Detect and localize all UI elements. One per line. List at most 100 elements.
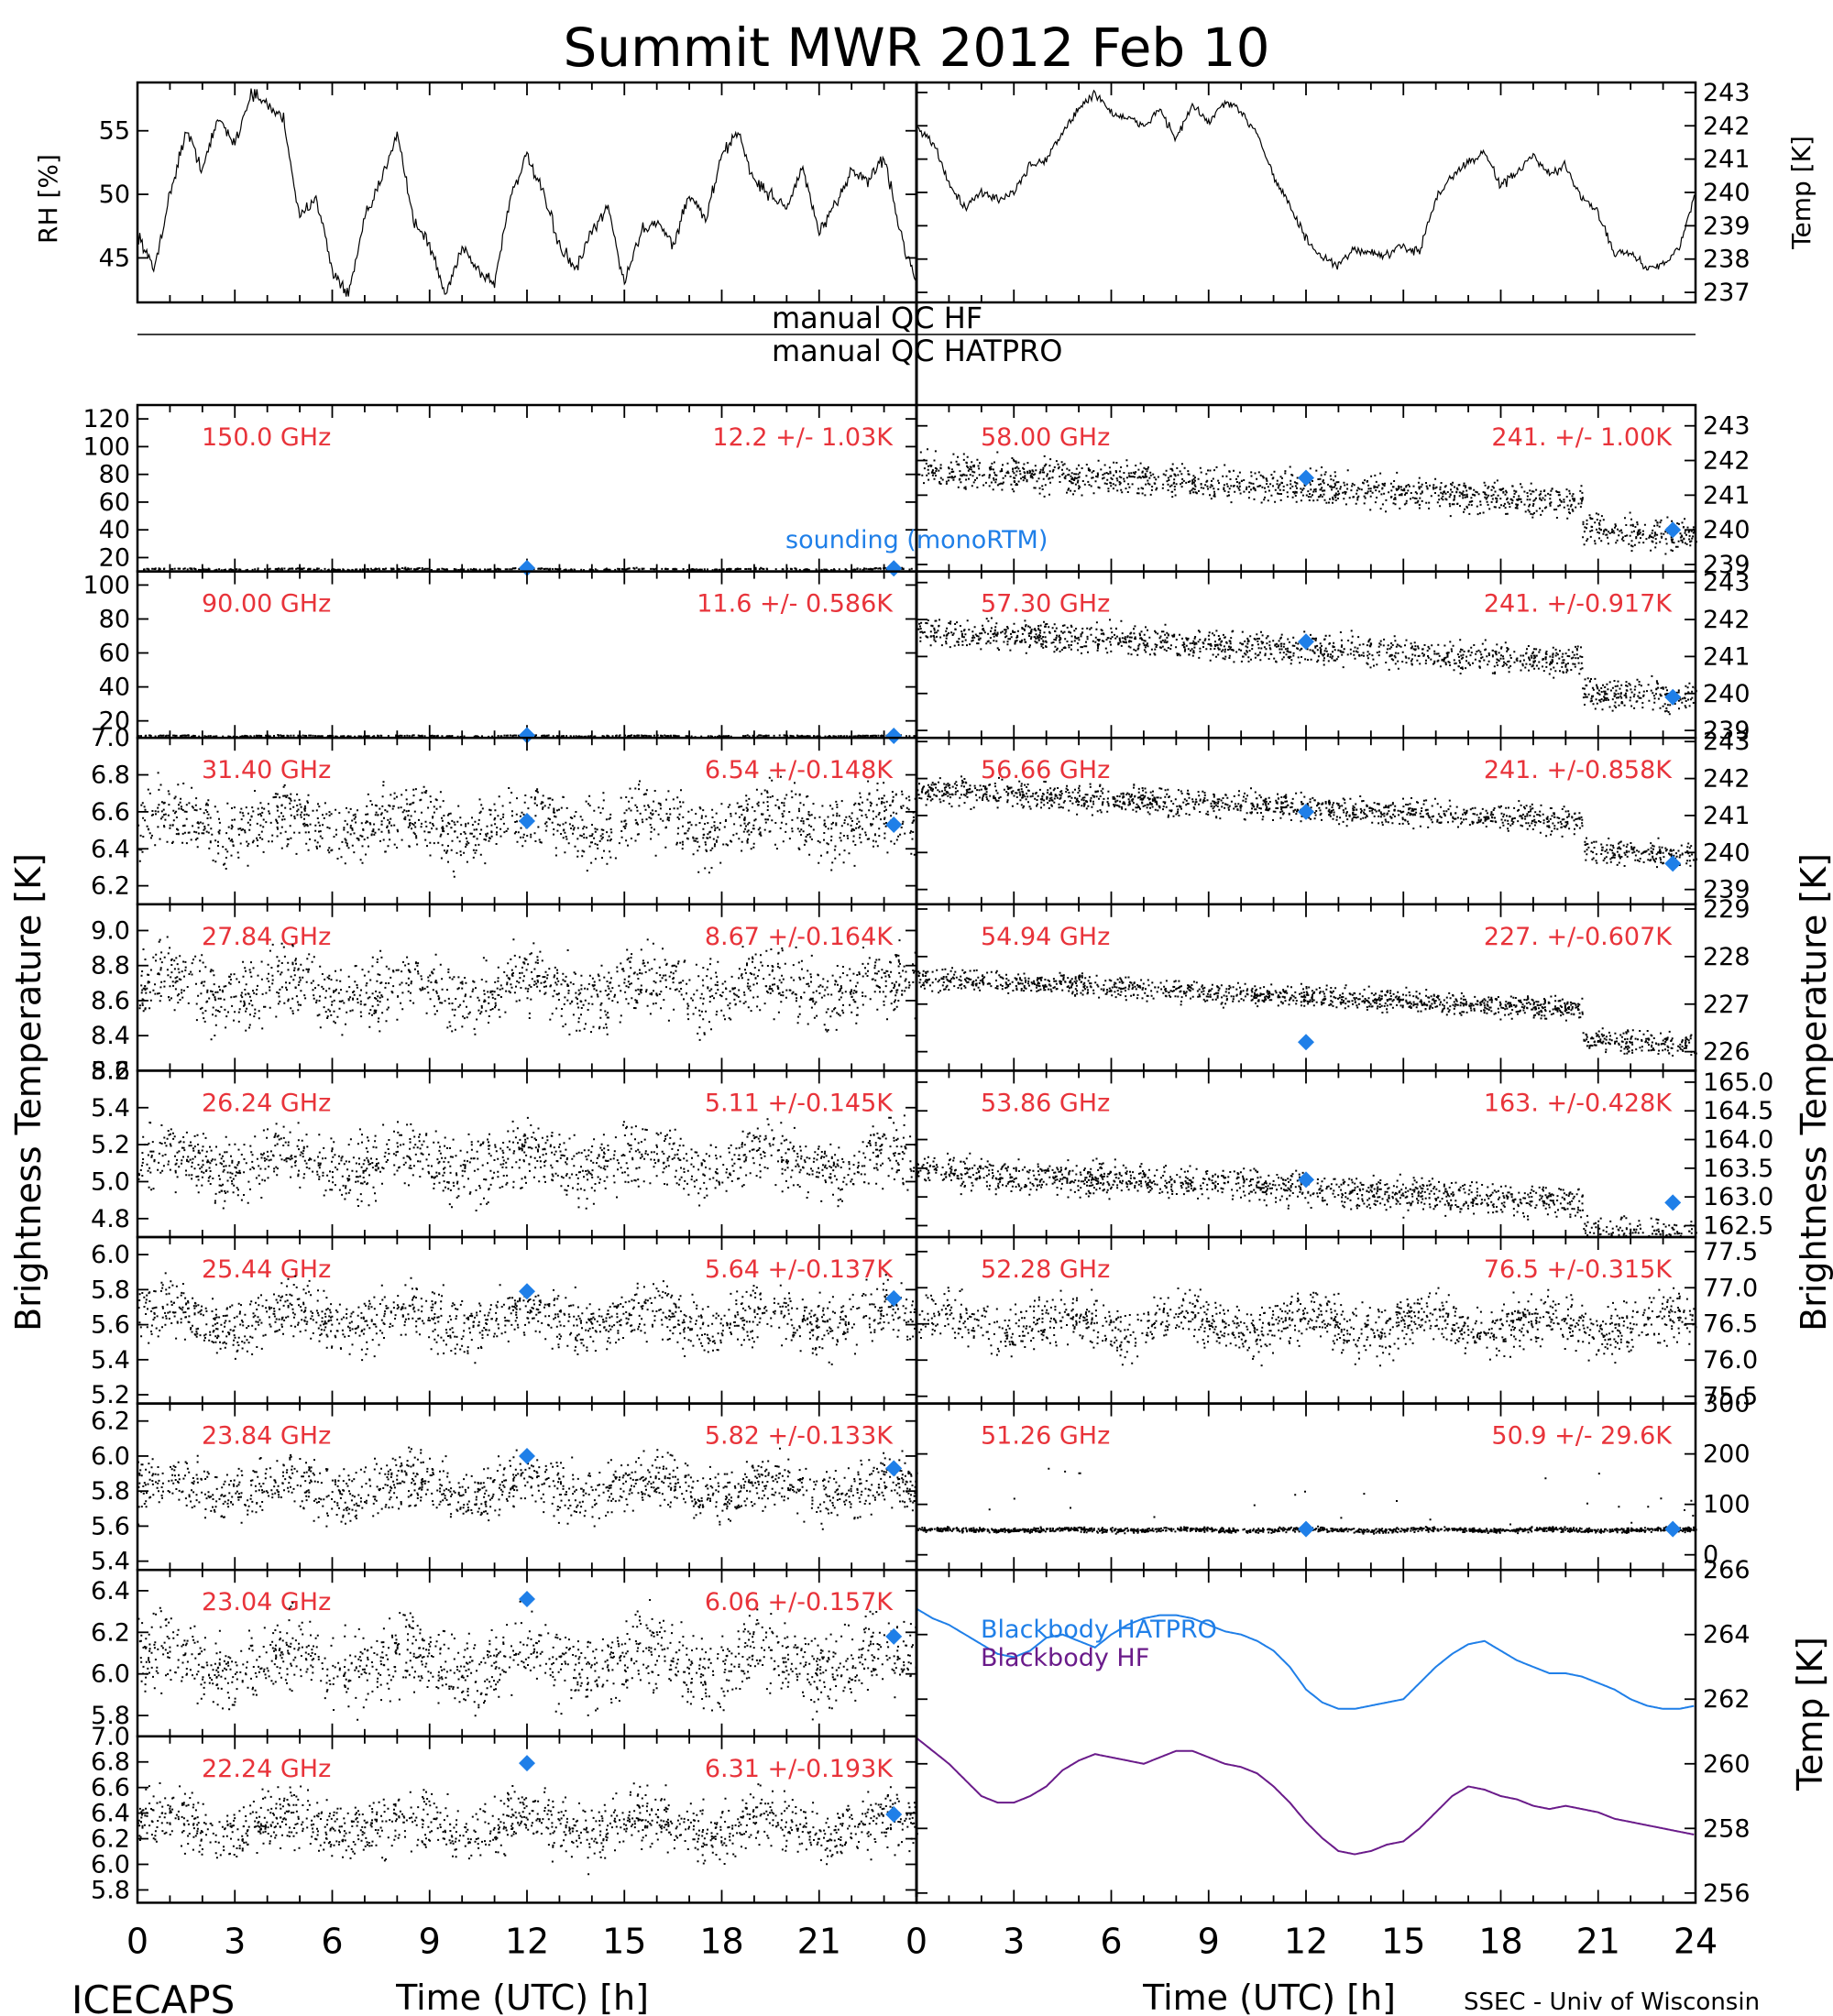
panel-c5800-label: 58.00 GHz [981,423,1110,452]
y-axis-label-left: Brightness Temperature [K] [8,853,49,1331]
panel-c5666-ytick-4: 243 [1703,728,1751,756]
footer-right: SSEC - Univ of Wisconsin [1464,1989,1760,2016]
panel-c2224: 5.86.06.26.46.66.87.0 22.24 GHz 6.31 +/-0.… [91,1723,918,1904]
bb-axis-label: Temp [K] [1790,1637,1830,1791]
panel-c2384-ytick-2: 5.8 [91,1477,130,1506]
panel-c5730-sounding-0 [1298,633,1314,651]
panel-c5126-ytick-1: 100 [1703,1491,1751,1519]
panel-c90-stat: 11.6 +/- 0.586K [697,590,894,619]
series-c5666-points [916,775,1697,869]
panel-c150-ytick-2: 60 [99,488,130,517]
panel-c2224-ytick-0: 5.8 [91,1876,130,1904]
series-bb-0 [916,1607,1695,1710]
panel-c2384-label: 23.84 GHz [202,1422,331,1451]
panel-c5228-ytick-1: 76.0 [1703,1346,1758,1375]
panel-c3140-label: 31.40 GHz [202,756,331,784]
panel-c5386-label: 53.86 GHz [981,1089,1110,1117]
panel-c2224-stat: 6.31 +/-0.193K [705,1755,894,1783]
panel-c5126-sounding-1 [1664,1520,1682,1538]
panel-c5730-ytick-2: 241 [1703,642,1751,671]
panel-c150-stat: 12.2 +/- 1.03K [712,423,894,452]
panel-c5800-sounding-0 [1298,469,1314,487]
panel-c2304: 5.8 6.0 6.2 6.4 23.04 GHz 6.06 +/-0.157K [91,1568,918,1738]
panel-c5386-ytick-5: 165.0 [1703,1068,1773,1097]
panel-c2384: 5.4 5.6 5.8 6.0 6.2 23.84 GHz 5.82 +/-0.133K [91,1402,918,1576]
panel-c2304-sounding-0 [519,1590,535,1607]
panel-c2384-stat: 5.82 +/-0.133K [705,1422,894,1451]
figure-title: Summit MWR 2012 Feb 10 [564,16,1270,79]
panel-bb-ytick-5: 266 [1703,1556,1751,1584]
panel-bb-ytick-4: 264 [1703,1621,1751,1649]
xtick-right-4: 12 [1284,1921,1328,1961]
panel-c5800-ytick-0: 239 [1703,551,1751,579]
panel-bb-ytick-3: 262 [1703,1685,1751,1714]
series-c2304-points [137,1599,918,1721]
panel-c2784-ytick-0: 8.2 [91,1057,130,1085]
panel-c2784-ytick-4: 9.0 [91,916,130,945]
panel-c150-ytick-0: 20 [99,543,130,572]
panel-c2784-label: 27.84 GHz [202,923,331,951]
panel-c5126-ytick-3: 300 [1703,1390,1751,1419]
panel-c5800-ytick-4: 243 [1703,412,1751,441]
panel-c5800-stat: 241. +/- 1.00K [1491,423,1673,452]
panel-c2224-ytick-6: 7.0 [91,1723,130,1751]
panel-c2224-sounding-0 [519,1755,535,1772]
panel-c5126-stat: 50.9 +/- 29.6K [1491,1422,1673,1451]
panel-c5228-ytick-0: 75.5 [1703,1383,1758,1411]
xtick-right-2: 6 [1100,1921,1122,1961]
series-bb-1 [916,1737,1695,1856]
panel-c5730-ytick-1: 240 [1703,680,1751,708]
panel-c5730-ytick-0: 239 [1703,717,1751,745]
series-rh [137,88,916,297]
x-axis-label-right: Time (UTC) [h] [1142,1978,1396,2016]
panel-c3140-ytick-0: 6.2 [91,872,130,901]
temp-axis-label: Temp [K] [1786,136,1817,250]
panel-c5126: 0 100 200 300 51.26 GHz 50.9 +/- 29.6K [915,1390,1751,1572]
panel-c150-label: 150.0 GHz [202,423,331,452]
panel-c90-label: 90.00 GHz [202,590,331,619]
panel-c2224-ytick-3: 6.4 [91,1800,130,1828]
panel-c150-ytick-3: 80 [99,461,130,489]
panel-c2544-sounding-1 [885,1289,903,1307]
panel-c5494-label: 54.94 GHz [981,923,1110,951]
xtick-left-2: 6 [321,1921,343,1961]
panel-c5730-label: 57.30 GHz [981,590,1110,619]
panel-c2624-ytick-0: 4.8 [91,1205,130,1233]
panel-c150-ytick-4: 100 [82,433,130,461]
panel-c5386-sounding-0 [1298,1171,1314,1189]
panel-c5666-ytick-3: 242 [1703,765,1751,794]
panel-c3140-stat: 6.54 +/-0.148K [705,756,894,784]
panel-c2304-ytick-1: 6.0 [91,1660,130,1689]
panel-rh-frame [136,81,918,304]
panel-c2624: 4.8 5.0 5.2 5.4 5.6 26.24 GHz 5.11 +/-0.145K [91,1057,918,1239]
series-c5228-points [918,1287,1697,1367]
panel-c5666-sounding-1 [1664,855,1682,872]
panel-c90-sounding-1 [885,727,903,744]
panel-c2544-ytick-2: 5.6 [91,1311,130,1340]
xtick-right-1: 3 [1003,1921,1025,1961]
panel-c5386-sounding-1 [1664,1194,1682,1211]
panel-temp: 237 238 239 240 241 242 243 [915,79,1751,307]
panel-c2544-ytick-3: 5.8 [91,1276,130,1304]
panel-c5666: 239 240 241 242 243 56.66 GHz 241. +/-0.858K [915,728,1751,906]
panel-c2624-ytick-3: 5.4 [91,1094,130,1123]
panel-c5228-ytick-2: 76.5 [1703,1310,1758,1339]
panel-c150-sounding-1 [885,560,903,577]
panel-c2624-ytick-4: 5.6 [91,1057,130,1085]
panel-c5494-ytick-2: 228 [1703,943,1751,971]
panel-c2304-stat: 6.06 +/-0.157K [705,1588,894,1616]
panel-c5126-ytick-2: 200 [1703,1441,1751,1469]
qc-label-hf: manual QC HF [772,301,982,335]
series-c2544-points [137,1272,916,1365]
panel-temp-ytick-6: 243 [1703,79,1751,107]
panel-temp-frame [915,81,1697,304]
panel-c2784: 8.2 8.4 8.6 8.8 9.0 27.84 GHz 8.67 +/-0.164K [91,903,918,1085]
series-temp [916,89,1696,271]
panel-c5386-ytick-0: 162.5 [1703,1211,1773,1240]
panel-bb-ytick-1: 258 [1703,1814,1751,1843]
panel-c5228-label: 52.28 GHz [981,1255,1110,1284]
panel-c2544-ytick-1: 5.4 [91,1346,130,1375]
panel-c5386-ytick-3: 164.0 [1703,1126,1773,1155]
panel-c2784-ytick-1: 8.4 [91,1022,130,1050]
legend-sounding: sounding (monoRTM) [785,526,1048,554]
